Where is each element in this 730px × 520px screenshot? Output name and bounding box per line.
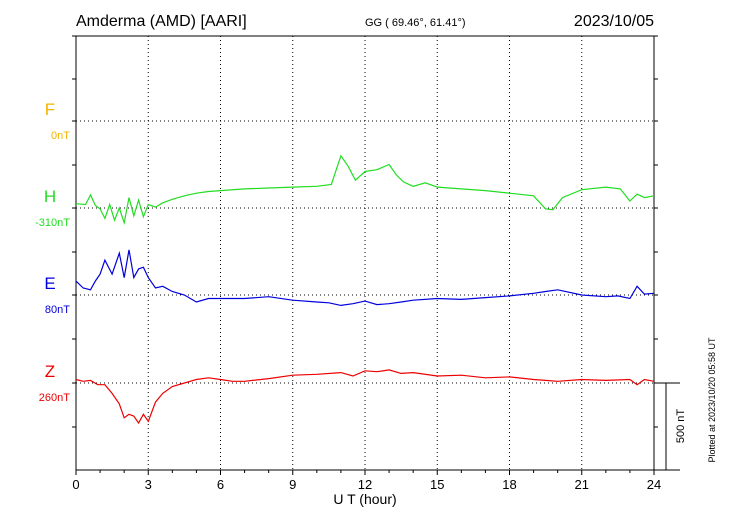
plotted-note: Plotted at 2023/10/20 05:58 UT [707, 337, 717, 463]
x-axis-label: U T (hour) [333, 491, 396, 507]
series-H-name: H [44, 187, 56, 206]
date-label: 2023/10/05 [574, 13, 654, 30]
series-H-offset: -310nT [35, 217, 70, 229]
x-tick-label: 9 [289, 477, 296, 492]
axis-ticks: 0 3 6 9 12 15 18 21 24 [72, 35, 661, 492]
scale-bar: 500 nT [654, 382, 687, 471]
x-tick-label: 18 [502, 477, 516, 492]
series-E-line [75, 249, 655, 307]
scale-bar-label: 500 nT [675, 409, 687, 444]
series-Z-line [75, 369, 655, 425]
x-tick-label: 24 [647, 477, 661, 492]
series-E-name: E [44, 274, 55, 293]
series-Z-offset: 260nT [39, 392, 70, 404]
station-title: Amderma (AMD) [AARI] [76, 13, 247, 30]
x-tick-label: 3 [145, 477, 152, 492]
coordinates-label: GG ( 69.46°, 61.41°) [365, 17, 466, 29]
series-E-offset: 80nT [45, 304, 70, 316]
series-H-line [75, 154, 655, 226]
x-tick-label: 0 [72, 477, 79, 492]
series-lines [75, 154, 655, 425]
x-tick-label: 12 [358, 477, 372, 492]
x-tick-label: 21 [575, 477, 589, 492]
x-tick-label: 6 [217, 477, 224, 492]
series-F-offset: 0nT [51, 130, 70, 142]
grid-lines [76, 36, 654, 470]
series-Z-name: Z [45, 362, 55, 381]
series-labels: F 0nT H -310nT E 80nT Z 260nT [35, 100, 70, 404]
x-tick-label: 15 [430, 477, 444, 492]
series-F-name: F [45, 100, 55, 119]
